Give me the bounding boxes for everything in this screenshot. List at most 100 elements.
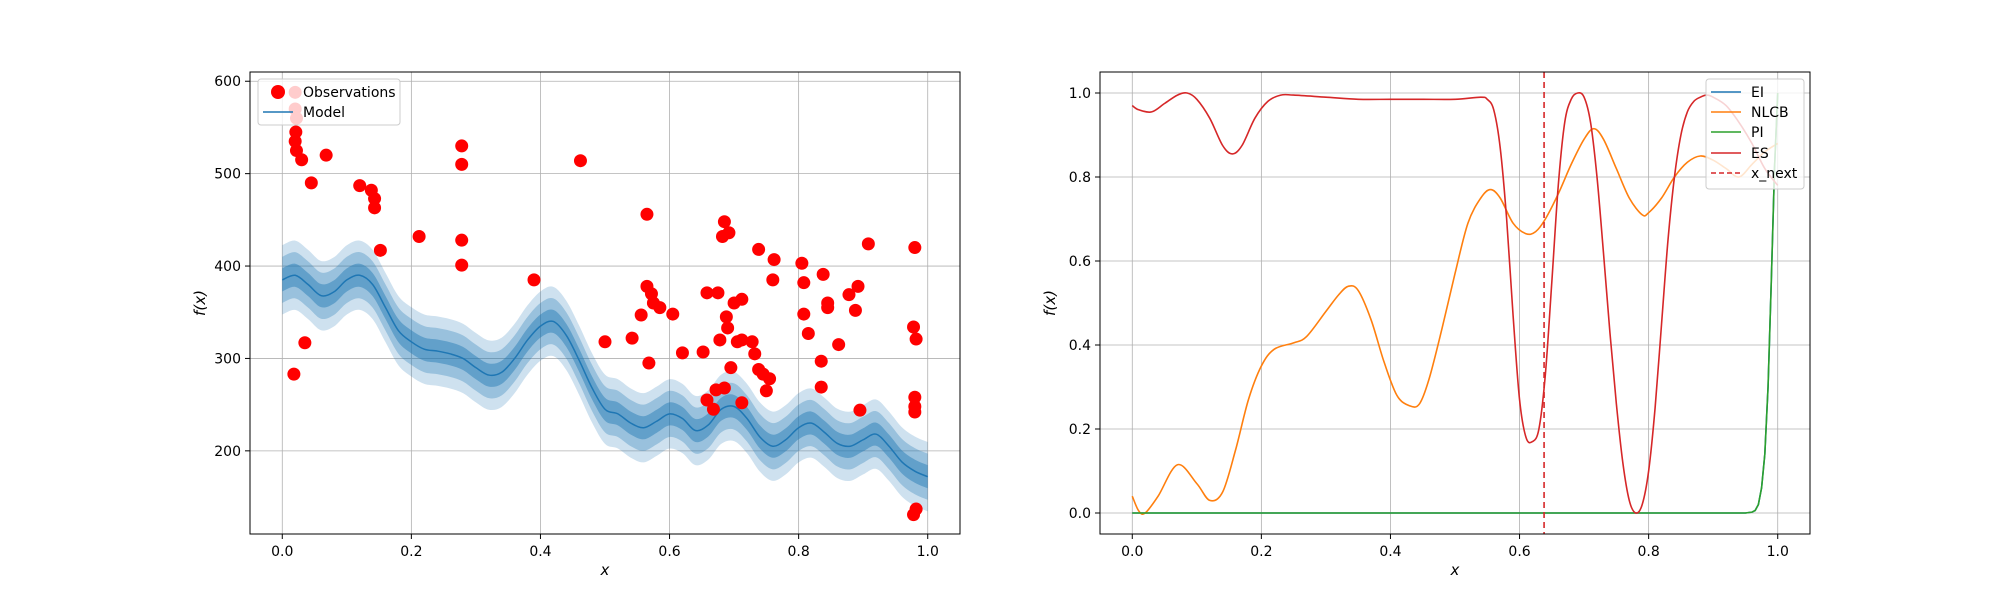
right-legend-box bbox=[1705, 78, 1805, 190]
legend-model-label: Model bbox=[303, 105, 345, 121]
x-tick-label: 0.4 bbox=[1379, 544, 1401, 560]
observation-point bbox=[759, 384, 773, 398]
observation-point bbox=[298, 336, 312, 350]
legend-nlcb-label: NLCB bbox=[1751, 105, 1789, 121]
observation-point bbox=[717, 215, 731, 229]
left-legend: Observations Model bbox=[257, 78, 401, 126]
legend-observations-marker bbox=[271, 85, 285, 99]
y-tick-label: 400 bbox=[214, 259, 241, 275]
observation-point bbox=[797, 307, 811, 321]
model-band-1sigma bbox=[282, 263, 928, 489]
right-legend: EI NLCB PI ES x_next bbox=[1705, 78, 1805, 190]
observation-point bbox=[814, 354, 828, 368]
left-grid bbox=[250, 72, 960, 534]
left-y-axis-label: f(x) bbox=[191, 290, 209, 316]
observations-series bbox=[287, 85, 923, 522]
observation-point bbox=[801, 326, 815, 340]
observation-point bbox=[861, 237, 875, 251]
y-tick-label: 200 bbox=[214, 444, 241, 460]
x-tick-label: 0.0 bbox=[1121, 544, 1143, 560]
right-y-axis-label: f(x) bbox=[1041, 290, 1059, 316]
observation-point bbox=[295, 153, 309, 167]
observation-point bbox=[353, 179, 367, 193]
observation-point bbox=[717, 381, 731, 395]
observation-point bbox=[455, 157, 469, 171]
right-x-ticks: 0.0 0.2 0.4 0.6 0.8 1.0 bbox=[1121, 534, 1789, 560]
observation-point bbox=[745, 335, 759, 349]
observation-point bbox=[763, 372, 777, 386]
observation-point bbox=[748, 347, 762, 361]
x-tick-label: 0.6 bbox=[658, 544, 680, 560]
observation-point bbox=[907, 508, 921, 522]
observation-point bbox=[719, 310, 733, 324]
x-tick-label: 1.0 bbox=[1767, 544, 1789, 560]
observation-point bbox=[696, 345, 710, 359]
observation-point bbox=[373, 243, 387, 257]
x-tick-label: 0.0 bbox=[271, 544, 293, 560]
y-tick-label: 600 bbox=[214, 74, 241, 90]
x-tick-label: 0.2 bbox=[400, 544, 422, 560]
observation-point bbox=[700, 393, 714, 407]
model-band-2sigma-area bbox=[282, 252, 928, 500]
observation-point bbox=[797, 276, 811, 290]
y-tick-label: 1.0 bbox=[1069, 86, 1091, 102]
observation-point bbox=[766, 273, 780, 287]
observation-point bbox=[642, 356, 656, 370]
observation-point bbox=[816, 267, 830, 281]
left-x-axis-label: x bbox=[600, 561, 610, 579]
y-tick-label: 0.4 bbox=[1069, 338, 1091, 354]
left-y-ticks: 200 300 400 500 600 bbox=[214, 74, 250, 460]
observation-point bbox=[455, 258, 469, 272]
observation-point bbox=[653, 301, 667, 315]
observation-point bbox=[675, 346, 689, 360]
observation-point bbox=[455, 233, 469, 247]
observation-point bbox=[851, 279, 865, 293]
x-tick-label: 0.6 bbox=[1508, 544, 1530, 560]
y-tick-label: 0.0 bbox=[1069, 506, 1091, 522]
observation-point bbox=[640, 207, 654, 221]
observation-point bbox=[706, 402, 720, 416]
observation-point bbox=[908, 405, 922, 419]
right-chart: 0.0 0.2 0.4 0.6 0.8 1.0 0.00.20.40.60.81.0 x … bbox=[1041, 71, 1811, 579]
y-tick-label: 0.6 bbox=[1069, 254, 1091, 270]
legend-x-next-label: x_next bbox=[1751, 166, 1798, 182]
observation-point bbox=[700, 286, 714, 300]
observation-point bbox=[909, 332, 923, 346]
left-legend-box bbox=[257, 78, 401, 126]
observation-point bbox=[832, 338, 846, 352]
observation-point bbox=[304, 176, 318, 190]
y-tick-label: 300 bbox=[214, 351, 241, 367]
nlcb-line bbox=[1131, 127, 1779, 515]
observation-point bbox=[767, 253, 781, 267]
right-y-ticks: 0.0 0.2 0.4 0.6 0.8 1.0 bbox=[1069, 86, 1100, 522]
observation-point bbox=[795, 256, 809, 270]
model-band-1sigma-area bbox=[282, 263, 928, 489]
observation-point bbox=[842, 288, 856, 302]
observation-point bbox=[289, 125, 303, 139]
left-chart: 0.0 0.2 0.4 0.6 0.8 1.0 200 300 400 500 600 x f(x… bbox=[191, 71, 961, 579]
observation-point bbox=[368, 201, 382, 215]
observation-point bbox=[527, 273, 541, 287]
observation-point bbox=[711, 286, 725, 300]
model-line bbox=[281, 274, 929, 478]
observation-point bbox=[908, 241, 922, 255]
observation-point bbox=[721, 321, 735, 335]
legend-ei-label: EI bbox=[1751, 85, 1764, 101]
observation-point bbox=[908, 390, 922, 404]
legend-observations-label: Observations bbox=[303, 85, 396, 101]
observation-point bbox=[666, 307, 680, 321]
observation-point bbox=[573, 154, 587, 168]
x-tick-label: 1.0 bbox=[917, 544, 939, 560]
right-x-axis-label: x bbox=[1450, 561, 1460, 579]
left-x-ticks: 0.0 0.2 0.4 0.6 0.8 1.0 bbox=[271, 534, 939, 560]
observation-point bbox=[634, 308, 648, 322]
y-tick-label: 0.2 bbox=[1069, 422, 1091, 438]
observation-point bbox=[735, 396, 749, 410]
observation-point bbox=[598, 335, 612, 349]
observation-point bbox=[455, 139, 469, 153]
observation-point bbox=[735, 292, 749, 306]
observation-point bbox=[319, 148, 333, 162]
observation-point bbox=[848, 303, 862, 317]
x-tick-label: 0.8 bbox=[788, 544, 810, 560]
